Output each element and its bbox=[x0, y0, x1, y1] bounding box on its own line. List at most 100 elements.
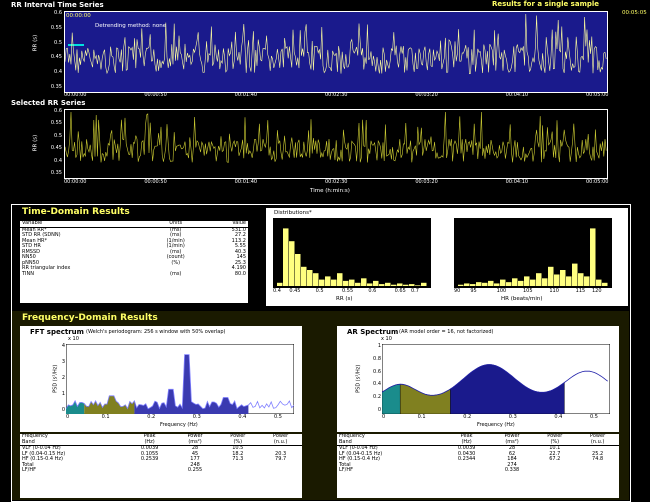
ar-panel: AR Spectrum (AR model order = 16, not fa… bbox=[337, 326, 619, 432]
table-cell: 0.2539 bbox=[140, 456, 159, 462]
x-tick-label: 0.4 bbox=[554, 414, 563, 420]
table-cell: (ms) bbox=[170, 248, 182, 255]
start-time-label: 00:00:00 bbox=[66, 13, 91, 19]
table-cell: 71.3 bbox=[232, 456, 244, 462]
x-tick-label: 00:04:10 bbox=[505, 92, 529, 98]
ar-yaxis: 1 0.8 0.6 0.4 0.2 0 bbox=[369, 343, 381, 414]
table-cell: 79.7 bbox=[275, 456, 287, 462]
table-header-row: Band (Hz) (ms²) (%) (n.u.) bbox=[20, 439, 302, 446]
x-tick-label: 00:05:00 bbox=[586, 179, 609, 185]
histogram-bar bbox=[506, 282, 512, 286]
table-cell: LF (0.04-0.15 Hz) bbox=[22, 450, 66, 457]
selected-series-plot[interactable] bbox=[64, 109, 608, 179]
histogram-bar bbox=[566, 276, 572, 286]
table-row: LF (0.04-0.15 Hz) 0.0430 62 22.7 25.2 bbox=[337, 450, 619, 458]
table-row: pNN50 (%) 25.3 bbox=[20, 259, 248, 267]
histogram-bar bbox=[313, 273, 319, 286]
table-header-row: Band (Hz) (ms²) (%) (n.u.) bbox=[337, 439, 619, 446]
selection-marker[interactable] bbox=[68, 44, 84, 46]
table-cell: 145 bbox=[236, 254, 246, 260]
histogram-bar bbox=[277, 282, 283, 286]
histogram-bar bbox=[367, 283, 373, 286]
ar-xaxis: 0 0.1 0.2 0.3 0.4 0.5 bbox=[382, 414, 610, 421]
table-row: HF (0.15-0.4 Hz) 0.2344 184 67.2 74.8 bbox=[337, 456, 619, 463]
histogram-bar bbox=[542, 278, 548, 286]
table-cell: (%) bbox=[171, 259, 181, 266]
table-cell: (1/min) bbox=[166, 237, 185, 244]
selected-trace bbox=[65, 111, 607, 164]
y-tick-label: 1 bbox=[377, 343, 381, 349]
fft-yaxis: 4 3 2 1 0 bbox=[56, 343, 65, 414]
y-tick-label: 0.5 bbox=[54, 132, 62, 139]
td-header-value: Value bbox=[232, 220, 246, 226]
x-tick-label: 0.5 bbox=[274, 414, 282, 420]
hr-histogram bbox=[454, 218, 612, 288]
histogram-bar bbox=[548, 266, 554, 286]
histogram-bar bbox=[343, 280, 349, 286]
histogram-bar bbox=[470, 284, 476, 286]
table-header-row: Frequency Peak Power Power Power bbox=[20, 433, 302, 440]
x-tick-label: 00:04:10 bbox=[505, 179, 529, 185]
fft-band-area bbox=[134, 354, 249, 414]
ar-scale: x 10 bbox=[381, 336, 392, 342]
table-cell: 0.0039 bbox=[140, 445, 159, 451]
rr-histogram bbox=[273, 218, 431, 288]
histogram-bar bbox=[596, 279, 602, 286]
table-header-cell: Frequency bbox=[339, 433, 365, 439]
rr-series-plot[interactable]: 00:00:00 Detrending method: none bbox=[64, 11, 608, 93]
table-row: TINN (ms) 80.0 bbox=[20, 271, 248, 278]
table-header-row: Frequency Peak Power Power Power bbox=[337, 433, 619, 440]
y-tick-label: 0.45 bbox=[50, 145, 62, 152]
histogram-bar bbox=[379, 284, 385, 286]
histogram-bar bbox=[512, 278, 518, 286]
table-cell: RR triangular index bbox=[22, 265, 71, 271]
table-header-cell: (Hz) bbox=[442, 439, 491, 446]
distributions-panel: Distributions* 0.4 0.45 0.5 0.55 0.6 0.65 0.7 … bbox=[266, 208, 628, 306]
x-tick-label: 0.2 bbox=[463, 414, 472, 420]
table-header-cell: (n.u.) bbox=[259, 439, 302, 446]
table-cell: LF/HF bbox=[339, 467, 353, 473]
ar-plot bbox=[382, 344, 610, 414]
histogram-bar bbox=[319, 279, 325, 286]
histogram-bar bbox=[355, 282, 361, 286]
table-cell bbox=[533, 468, 576, 474]
selected-yaxis: 0.6 0.55 0.5 0.45 0.4 0.35 bbox=[46, 108, 62, 177]
x-tick-label: 0.6 bbox=[368, 288, 377, 294]
time-domain-title: Time-Domain Results bbox=[22, 207, 130, 217]
x-tick-label: 110 bbox=[549, 288, 559, 294]
y-tick-label: 0.6 bbox=[373, 368, 381, 375]
y-tick-label: 0.4 bbox=[373, 381, 381, 388]
histogram-bar bbox=[590, 228, 596, 286]
x-tick-label: 0.3 bbox=[508, 414, 517, 420]
x-tick-label: 00:03:20 bbox=[415, 179, 438, 185]
y-tick-label: 0.55 bbox=[50, 24, 62, 31]
x-tick-label: 0.1 bbox=[101, 414, 110, 420]
histogram-bar bbox=[349, 279, 355, 286]
end-time-label: 00:05:05 bbox=[622, 10, 647, 16]
x-tick-label: 95 bbox=[470, 288, 477, 294]
fft-results-table: Frequency Peak Power Power Power Band (Hz) (ms²… bbox=[20, 433, 302, 498]
table-header-cell: Power bbox=[504, 433, 520, 439]
table-cell: Total bbox=[339, 461, 351, 468]
y-tick-label: 0 bbox=[377, 407, 381, 413]
table-row: LF/HF 0.255 bbox=[20, 467, 302, 474]
x-tick-label: 0.5 bbox=[315, 288, 324, 294]
table-cell: 0.0430 bbox=[457, 450, 476, 457]
x-tick-label: 0 bbox=[382, 414, 386, 420]
table-cell: Mean HR* bbox=[22, 237, 47, 244]
histogram-bar bbox=[464, 283, 470, 286]
hr-hist-ticks: 90 95 100 105 110 115 120 bbox=[454, 288, 612, 295]
table-cell: 28 bbox=[191, 445, 199, 451]
table-cell: 27.2 bbox=[234, 232, 246, 238]
table-header-cell: (ms²) bbox=[173, 439, 217, 446]
x-tick-label: 90 bbox=[454, 288, 461, 294]
histogram-bar bbox=[602, 282, 608, 286]
x-tick-label: 00:05:00 bbox=[586, 92, 609, 98]
table-row: Total 248 bbox=[20, 462, 302, 469]
table-cell: 28 bbox=[508, 445, 516, 451]
table-header-cell: Peak bbox=[460, 433, 473, 439]
x-tick-label: 00:01:40 bbox=[234, 92, 258, 98]
y-tick-label: 0.55 bbox=[50, 120, 62, 127]
x-tick-label: 100 bbox=[496, 288, 507, 294]
x-tick-label: 0.5 bbox=[590, 414, 598, 420]
